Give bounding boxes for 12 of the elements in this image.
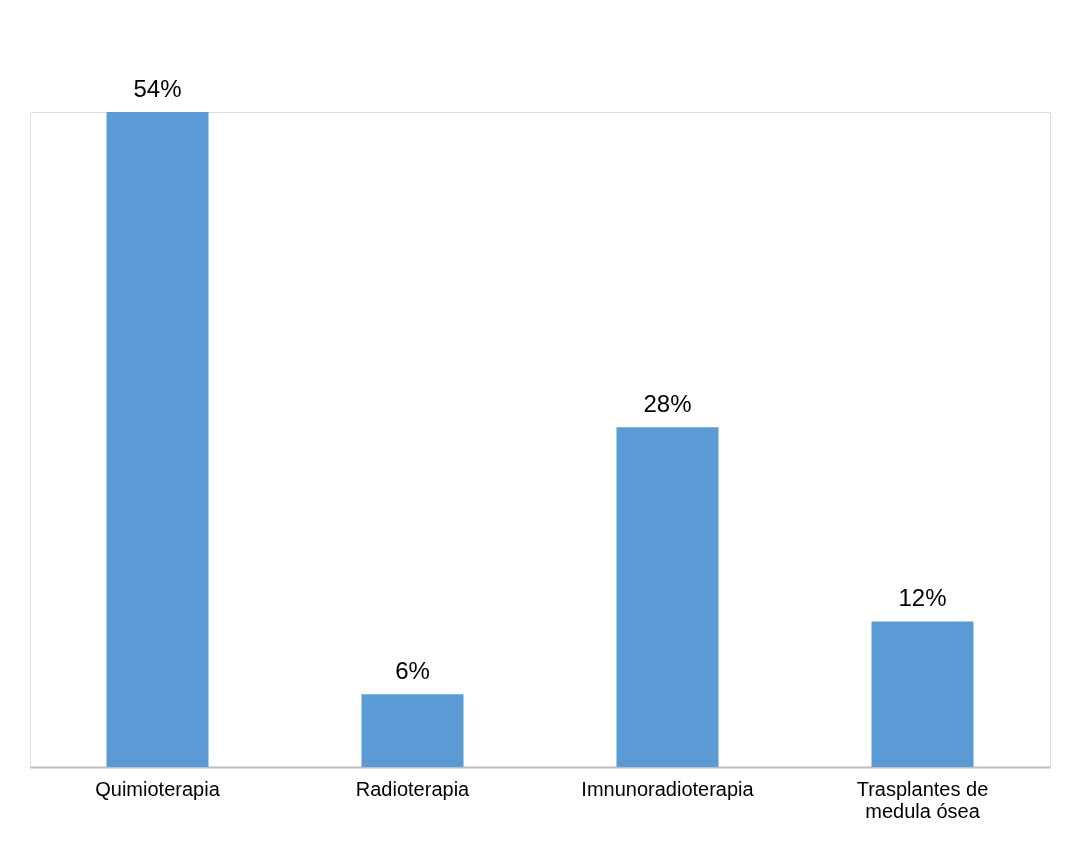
x-tick-label: Trasplantes de medula ósea xyxy=(856,777,989,822)
data-label: 28% xyxy=(643,390,692,418)
bar xyxy=(106,112,209,767)
data-label: 12% xyxy=(898,584,947,612)
bar xyxy=(616,427,719,767)
data-label: 6% xyxy=(395,657,430,685)
data-label: 54% xyxy=(133,75,182,102)
x-tick-label: Imnunoradioterapia xyxy=(581,777,755,800)
x-tick-label: Radioterapia xyxy=(355,777,471,800)
x-tick-label: Quimioterapia xyxy=(95,777,221,800)
bar xyxy=(871,621,974,767)
bar xyxy=(361,694,464,767)
